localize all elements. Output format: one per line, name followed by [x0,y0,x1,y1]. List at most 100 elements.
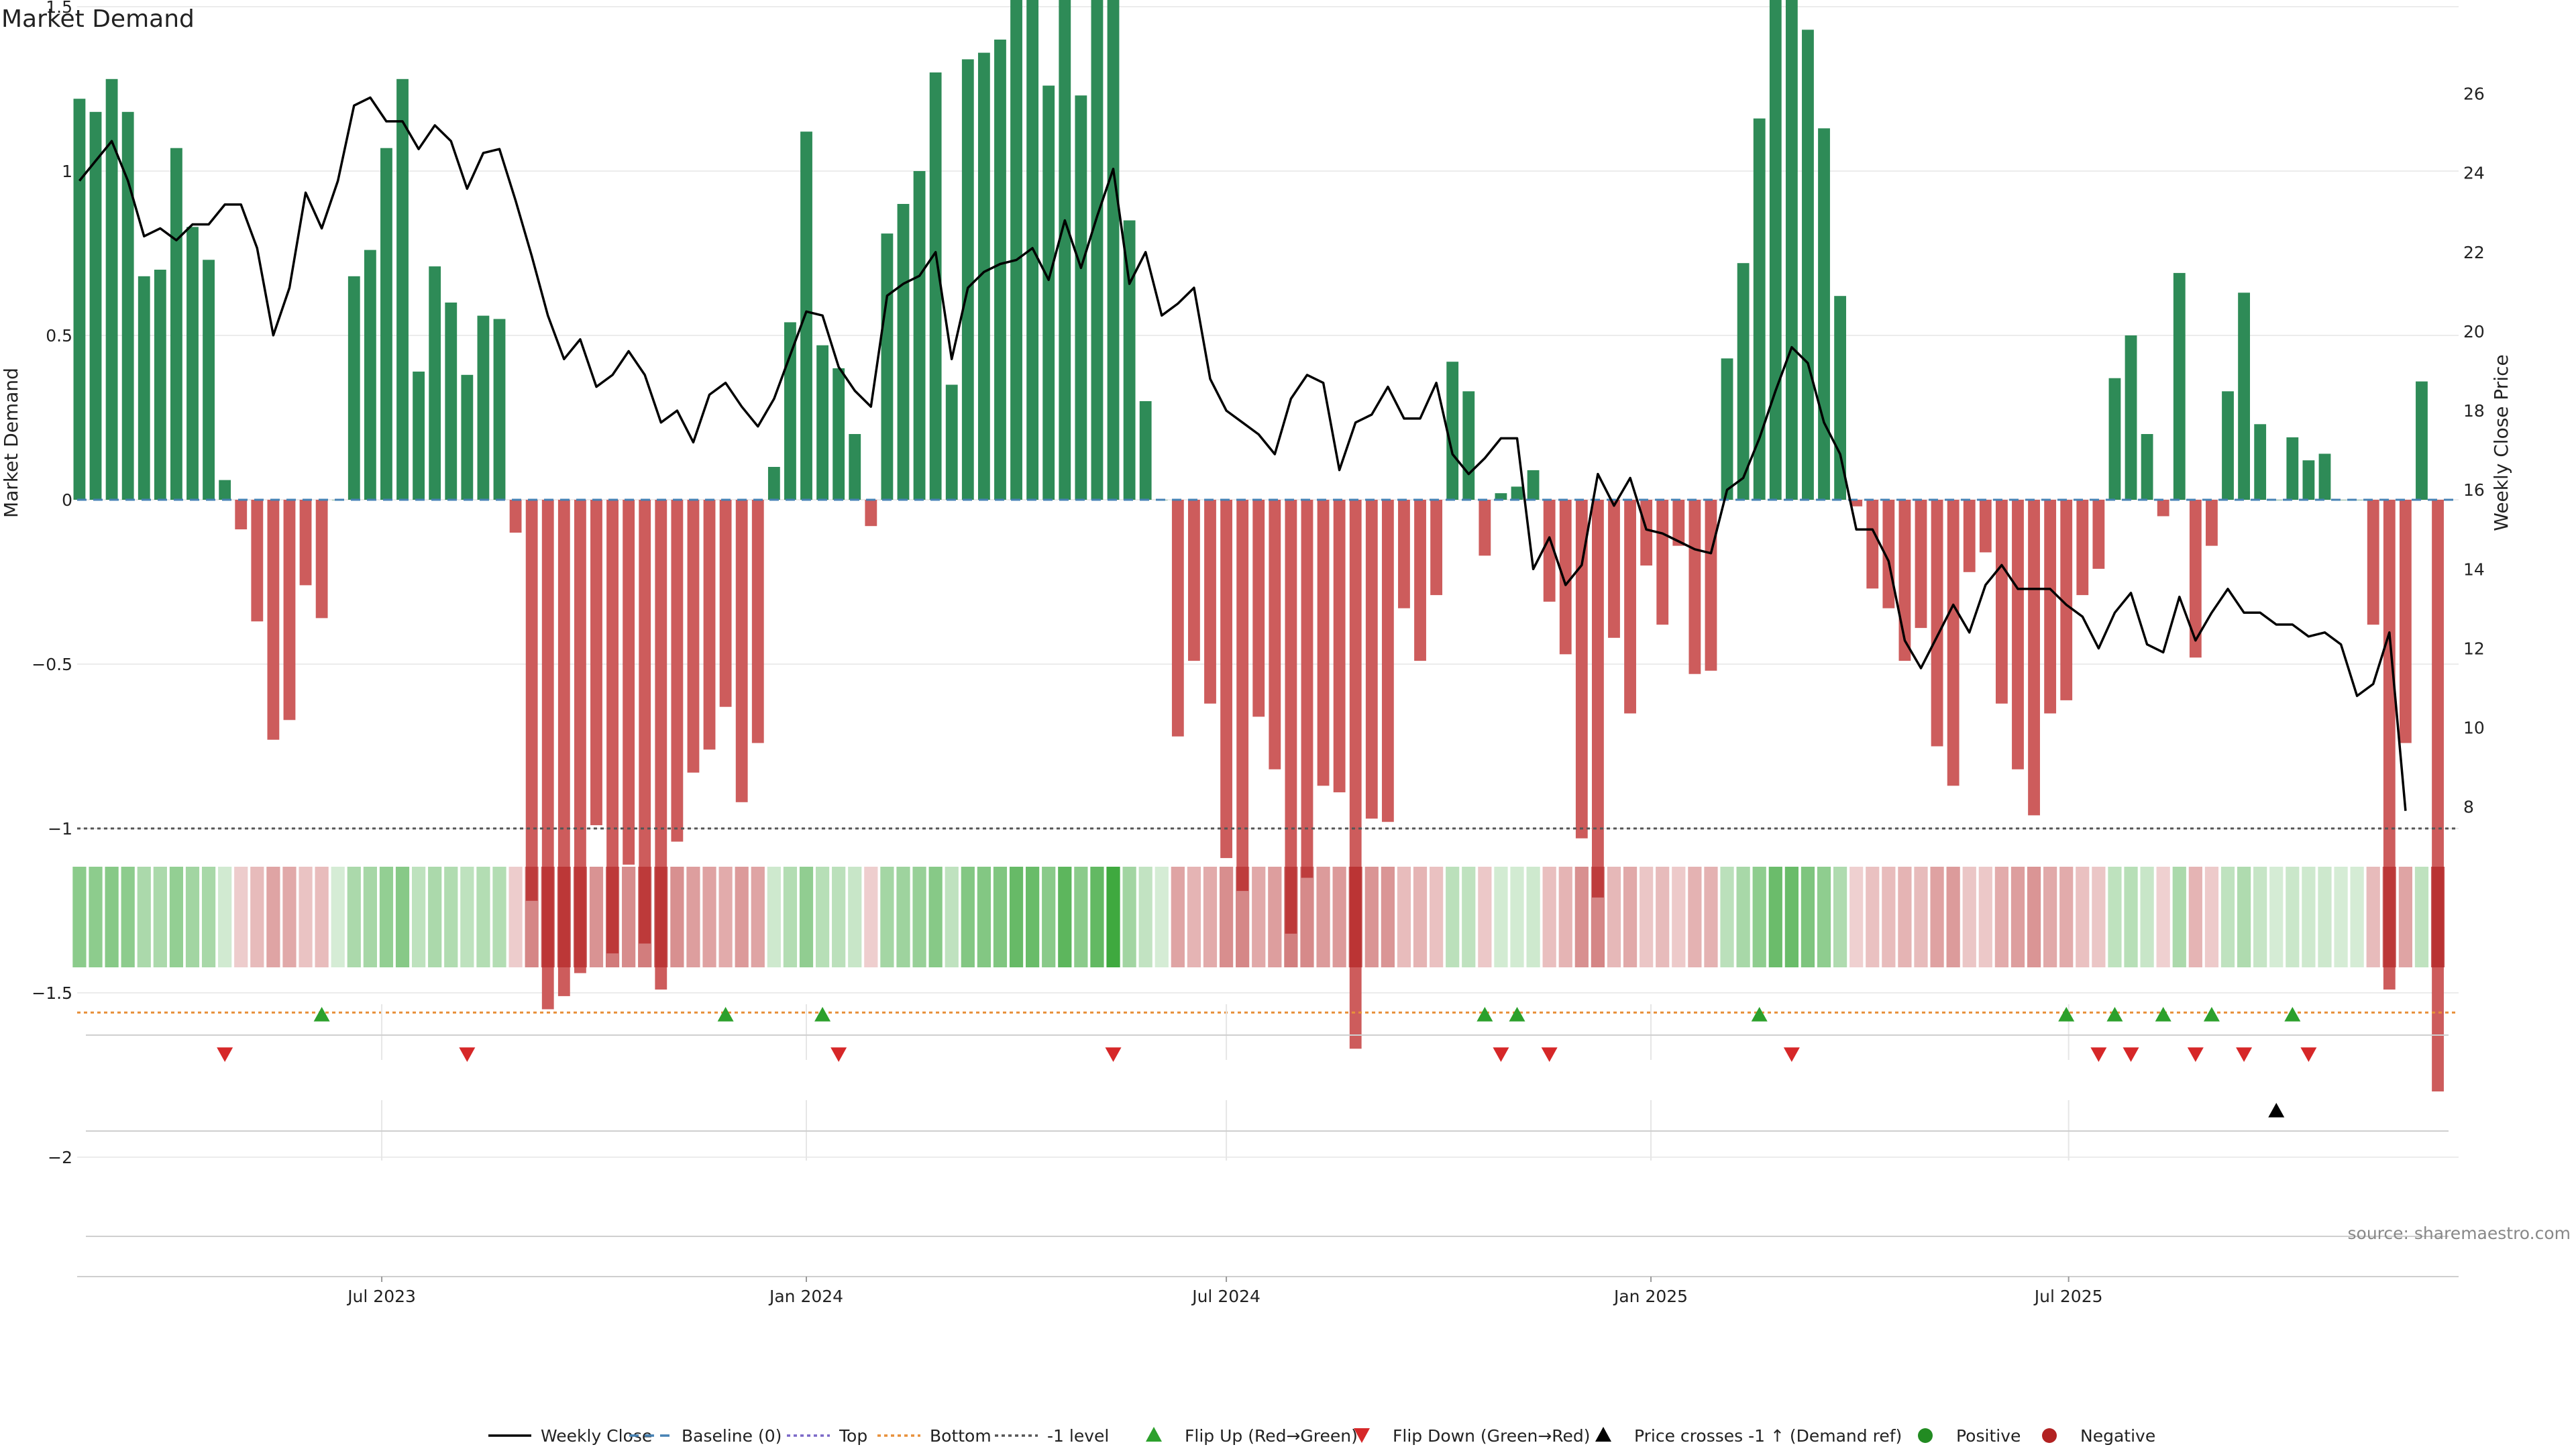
y-axis-label: Market Demand [0,368,22,518]
demand-heat-cell [1042,867,1056,967]
demand-bar [2399,500,2412,743]
demand-bar [1010,0,1022,500]
demand-heat-cell [2302,867,2316,967]
flip-up-marker [2284,1007,2301,1022]
demand-heat-strip [72,867,2445,967]
demand-bar [525,500,538,901]
demand-bar [929,72,942,500]
flip-up-marker [2203,1007,2220,1022]
demand-bar [671,500,684,842]
demand-bar [1543,500,1556,602]
legend-label: -1 level [1047,1426,1109,1446]
x-tick-label: Jul 2024 [1191,1287,1260,1306]
demand-heat-cell [880,867,894,967]
demand-bar [315,500,328,619]
demand-bar [1527,470,1540,500]
demand-bar [2222,391,2234,500]
x-axis-ticks: Jul 2023 Jan 2024 Jul 2024 Jan 2025 Jul 2025 [346,1277,2103,1306]
demand-bar [2302,460,2315,500]
demand-heat-cell [1397,867,1411,967]
price-cross-marker [2268,1103,2285,1118]
y-tick-label: −0.5 [32,655,72,674]
demand-bar [574,500,586,973]
demand-heat-cell [282,867,297,967]
demand-bar [1963,500,1976,572]
flip-down-marker [2090,1047,2107,1062]
demand-heat-cell [1801,867,1815,967]
reference-lines [77,498,2459,1014]
demand-heat-cell [718,867,733,967]
demand-heat-cell [2140,867,2154,967]
flip-down-marker [830,1047,847,1062]
y-tick-label: 0.5 [46,326,72,345]
flip-up-marker [2155,1007,2171,1022]
flip-down-marker [2300,1047,2317,1062]
demand-bar [1285,500,1297,934]
legend-label: Price crosses -1 ↑ (Demand ref) [1634,1426,1902,1446]
demand-bar [1640,500,1653,566]
demand-bar [2060,500,2073,700]
demand-bar [1398,500,1410,608]
demand-heat-cell [702,867,716,967]
demand-heat-cell [1526,867,1540,967]
legend-label: Baseline (0) [682,1426,782,1446]
demand-heat-cell [2414,867,2429,967]
demand-heat-cell [1316,867,1330,967]
demand-heat-cell [1009,867,1024,967]
x-tick-label: Jan 2025 [1613,1287,1688,1306]
legend-item: Weekly Close [488,1426,652,1446]
demand-bar [186,227,199,500]
demand-heat-cell [670,867,684,967]
demand-heat-cell [2220,867,2235,967]
demand-bar [881,233,894,500]
legend-label: Negative [2080,1426,2155,1446]
demand-heat-cell [137,867,151,967]
flip-down-marker [2123,1047,2139,1062]
legend-label: Top [839,1426,867,1446]
demand-bar [89,111,102,500]
demand-bar [1495,493,1507,500]
demand-bar [1139,401,1152,500]
flip-up-marker [2058,1007,2075,1022]
demand-heat-cell [347,867,361,967]
demand-heat-cell [1752,867,1766,967]
demand-heat-cell [121,867,135,967]
x-tick-label: Jan 2024 [768,1287,843,1306]
demand-heat-cell [1930,867,1944,967]
demand-heat-cell [218,867,232,967]
demand-heat-cell [832,867,846,967]
demand-heat-cell [1623,867,1638,967]
demand-heat-cell [912,867,926,967]
demand-heat-cell [411,867,426,967]
demand-bar [2367,500,2379,625]
demand-heat-cell [1268,867,1282,967]
demand-bar [73,99,86,500]
demand-heat-cell [508,867,523,967]
demand-heat-cell [363,867,377,967]
demand-bar [154,270,166,500]
demand-bar [1123,220,1136,500]
demand-bar [639,500,651,944]
demand-heat-cell [428,867,442,967]
demand-bar [994,40,1006,500]
demand-bar [703,500,716,750]
demand-heat-cell [444,867,458,967]
demand-heat-cell [961,867,975,967]
demand-bar [897,204,910,500]
demand-bar [429,266,441,500]
demand-bar [1737,263,1750,500]
demand-heat-cell [848,867,862,967]
demand-bar [1721,358,1733,500]
demand-heat-cell [654,867,668,967]
demand-bar [1430,500,1443,596]
demand-heat-cell [1640,867,1654,967]
demand-heat-cell [1106,867,1120,967]
demand-heat-cell [1413,867,1428,967]
demand-bar [1042,85,1055,500]
demand-heat-cell [1462,867,1476,967]
demand-bar [1979,500,1992,553]
demand-heat-cell [525,867,539,967]
demand-heat-cell [2010,867,2025,967]
demand-heat-cell [1219,867,1234,967]
demand-heat-cell [72,867,87,967]
